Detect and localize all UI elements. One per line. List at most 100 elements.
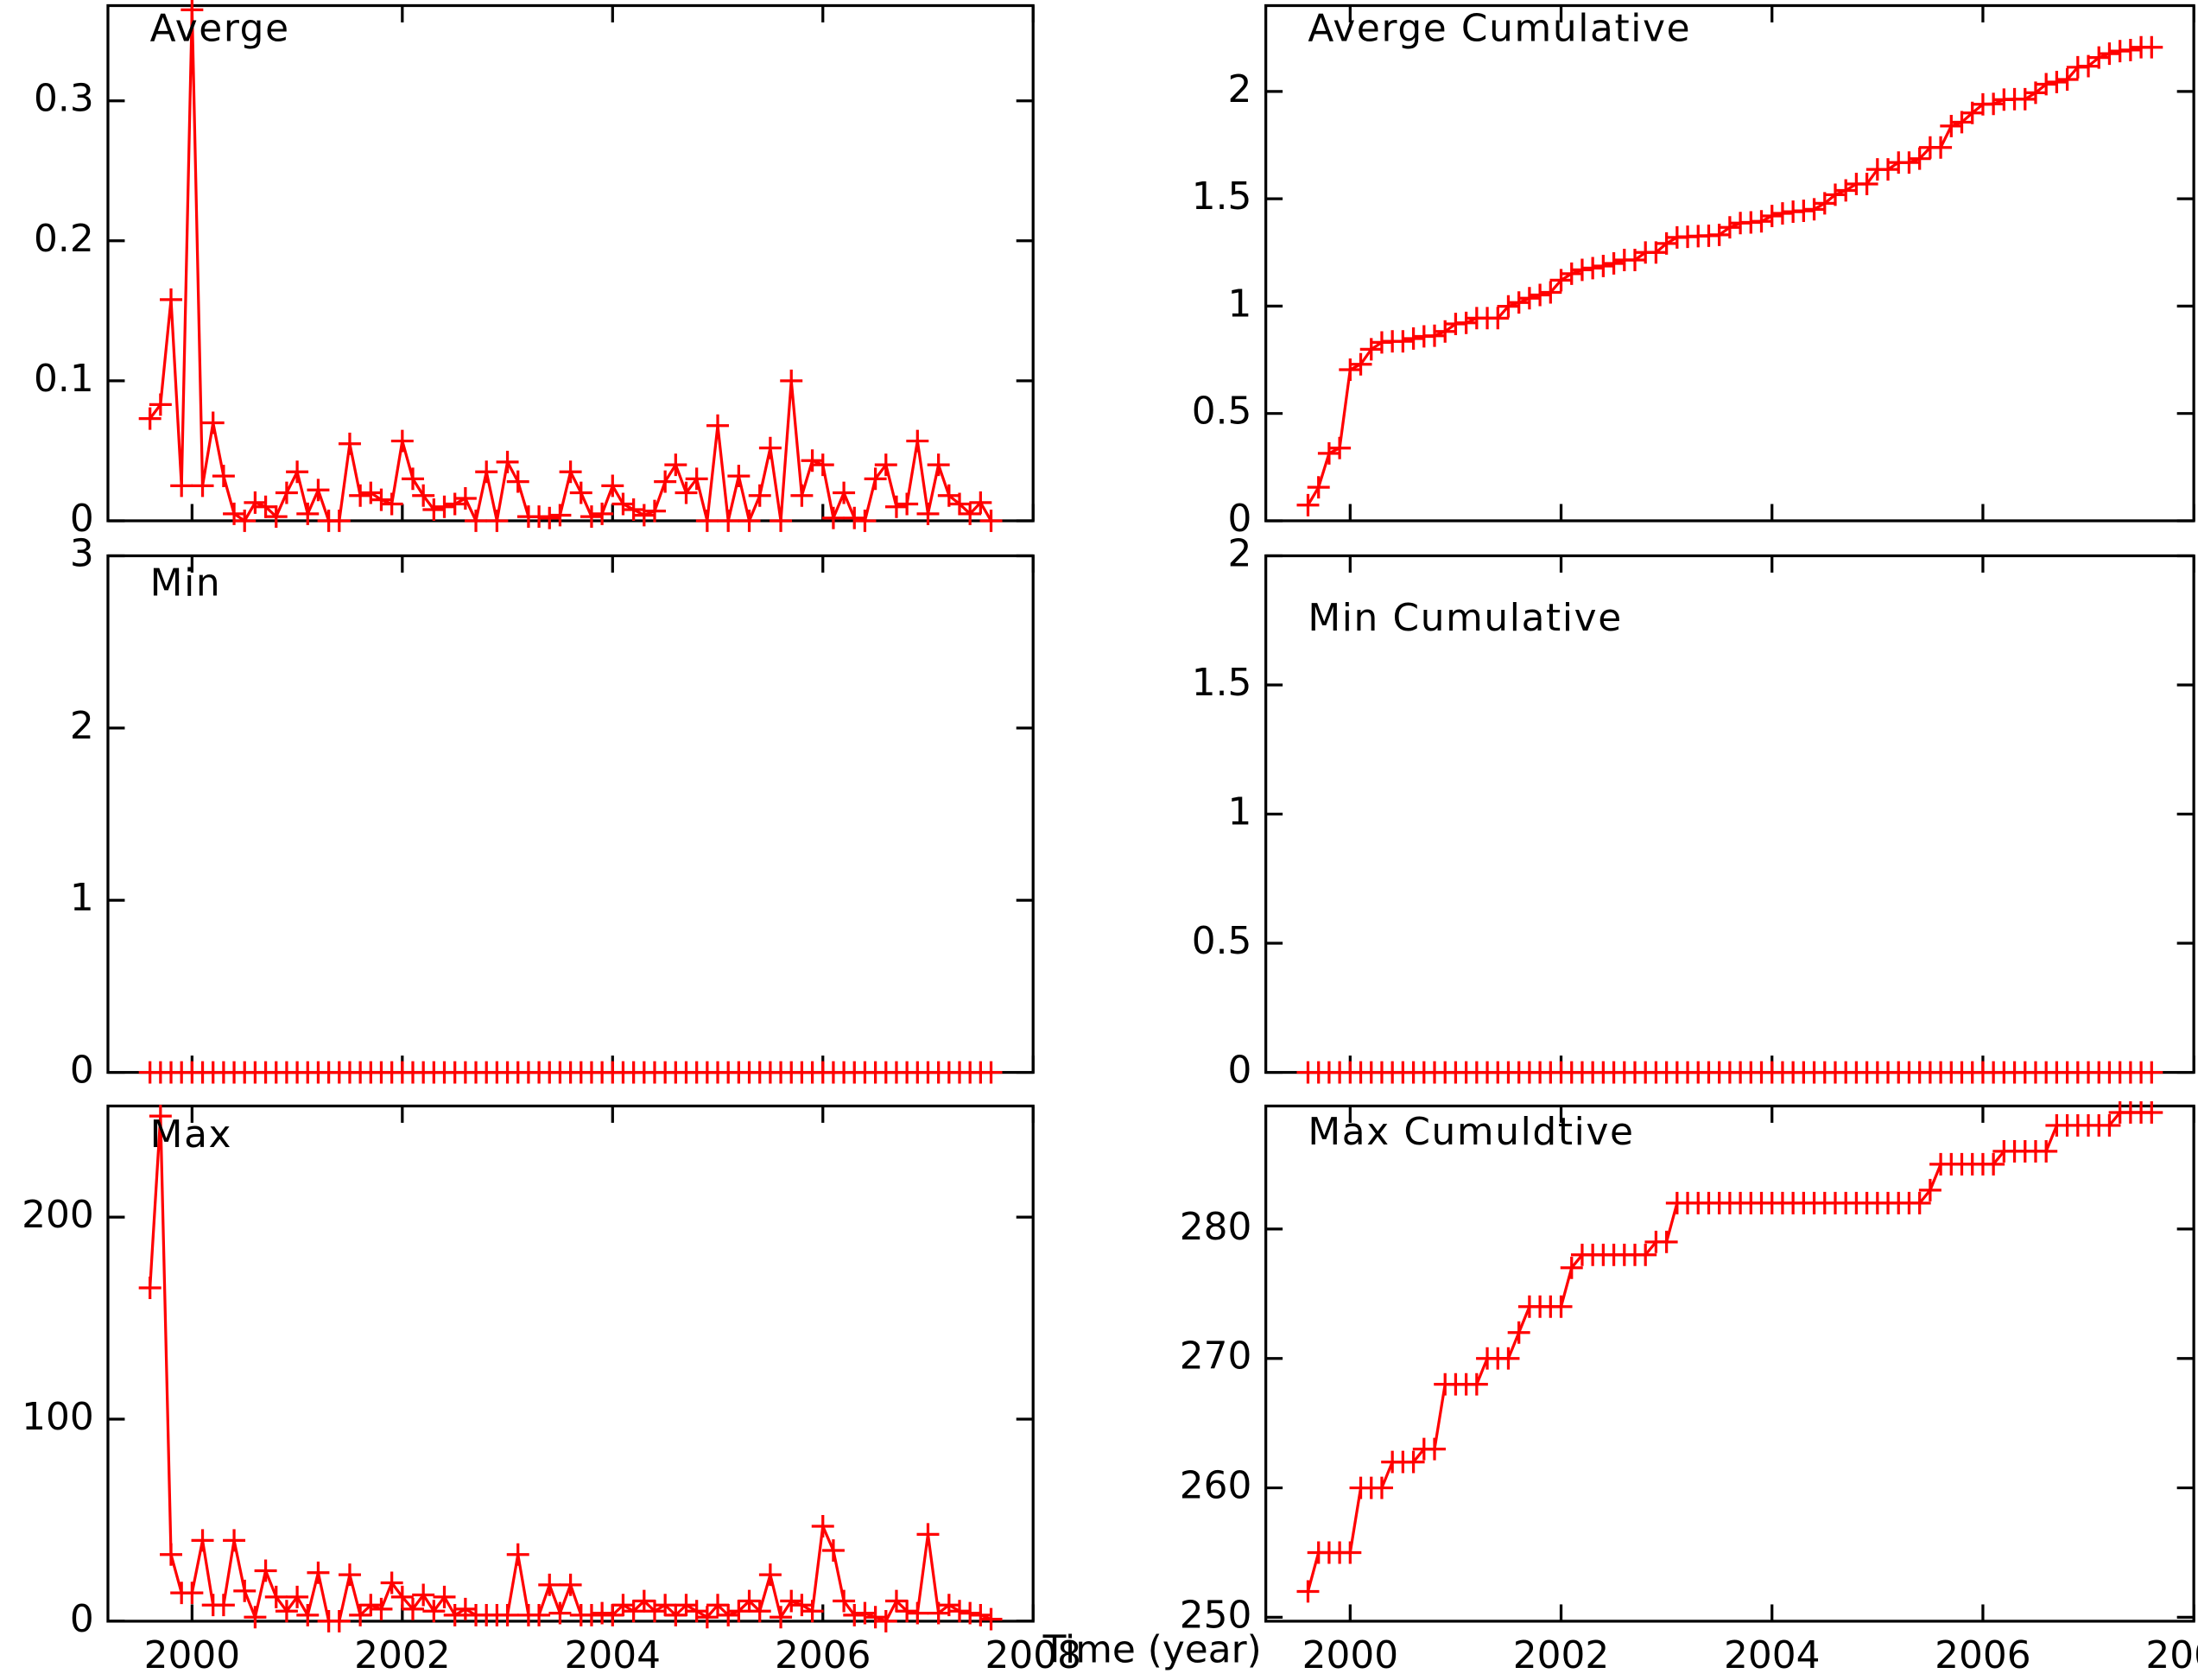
y-tick-label: 1 (1228, 790, 1252, 834)
data-point (1529, 283, 1552, 307)
data-point (1634, 1243, 1657, 1266)
data-point (191, 1529, 214, 1552)
data-point (275, 1600, 298, 1623)
data-point (1465, 1373, 1488, 1396)
data-point (349, 484, 372, 507)
data-point (643, 499, 666, 523)
plot-frame (106, 1104, 1035, 1623)
y-tick-label: 2 (1228, 531, 1252, 575)
panel-title: Averge Cumulative (1308, 7, 1691, 51)
data-point (1560, 262, 1583, 285)
data-point (896, 1600, 919, 1623)
data-point (181, 0, 204, 22)
data-point (380, 1571, 403, 1594)
data-point (422, 1600, 446, 1623)
panel-title: Max (150, 1113, 232, 1157)
data-point (390, 1585, 414, 1608)
data-point (1908, 1191, 1931, 1214)
data-point (1339, 1541, 1362, 1564)
data-point (286, 1585, 309, 1608)
data-point (664, 453, 687, 477)
data-point (538, 506, 561, 529)
data-point (433, 495, 456, 518)
data-point (1486, 307, 1510, 330)
plot-frame (106, 554, 1035, 1075)
data-point (201, 411, 225, 434)
data-point (833, 1589, 856, 1613)
data-point (1655, 1230, 1678, 1253)
data-point (307, 479, 330, 502)
y-tick-label: 1.5 (1192, 661, 1252, 705)
data-point (591, 1601, 614, 1625)
data-point (160, 1543, 183, 1566)
data-point (1760, 205, 1783, 228)
data-point (738, 1589, 761, 1613)
data-point (758, 436, 782, 460)
data-line (1306, 1111, 2152, 1592)
data-point (181, 1582, 204, 1605)
data-point (1655, 231, 1678, 255)
y-tick-label: 2 (70, 704, 94, 748)
y-tick-label: 280 (1180, 1205, 1252, 1249)
data-point (1349, 352, 1372, 376)
data-point (821, 506, 845, 529)
data-point (559, 1573, 582, 1596)
panel-title: Min (150, 561, 222, 605)
data-point (286, 460, 309, 484)
data-point (1592, 254, 1615, 277)
data-point (465, 509, 488, 532)
data-point (548, 504, 572, 527)
data-point (349, 1603, 372, 1626)
data-point (475, 460, 498, 484)
data-point (1423, 324, 1446, 347)
data-point (675, 481, 698, 504)
data-point (664, 1603, 687, 1626)
data-point (1950, 111, 1973, 134)
y-tick-label: 0.1 (34, 357, 94, 401)
y-tick-label: 0 (70, 1049, 94, 1093)
y-tick-label: 0.5 (1192, 919, 1252, 963)
data-point (1507, 291, 1530, 314)
data-point (770, 1606, 793, 1629)
x-tick-label: 2002 (1513, 1633, 1609, 1677)
data-point (2035, 1139, 2058, 1163)
data-line (149, 1116, 992, 1623)
data-point (1855, 173, 1878, 195)
data-point (2140, 35, 2163, 59)
data-point (959, 1601, 982, 1625)
data-point (874, 1609, 897, 1632)
data-point (506, 470, 529, 493)
data-point (864, 467, 887, 491)
data-point (758, 1563, 782, 1587)
data-point (1802, 198, 1826, 221)
data-point (359, 1594, 383, 1617)
data-point (1370, 1476, 1393, 1499)
y-tick-label: 0.2 (34, 217, 94, 261)
data-point (412, 1583, 435, 1607)
y-tick-label: 0 (1228, 497, 1252, 541)
y-tick-label: 2 (1228, 67, 1252, 111)
data-point (307, 1561, 330, 1584)
data-point (843, 1603, 866, 1626)
y-tick-label: 200 (22, 1193, 94, 1237)
data-point (727, 1600, 751, 1623)
y-tick-label: 0 (1228, 1049, 1252, 1093)
data-point (338, 432, 361, 455)
data-point (1507, 1321, 1530, 1344)
data-point (1317, 441, 1340, 465)
data-point (1718, 216, 1741, 239)
data-point (916, 502, 940, 525)
data-point (1328, 436, 1352, 460)
data-point (811, 453, 834, 477)
data-point (233, 509, 257, 532)
data-point (2098, 1113, 2121, 1137)
data-point (1307, 476, 1330, 499)
data-point (233, 1579, 257, 1602)
data-point (327, 1609, 351, 1632)
data-point (1750, 210, 1773, 233)
data-point (412, 484, 435, 507)
y-tick-label: 0 (70, 497, 94, 541)
data-point (338, 1563, 361, 1587)
data-point (1402, 326, 1425, 350)
data-point (296, 502, 320, 525)
